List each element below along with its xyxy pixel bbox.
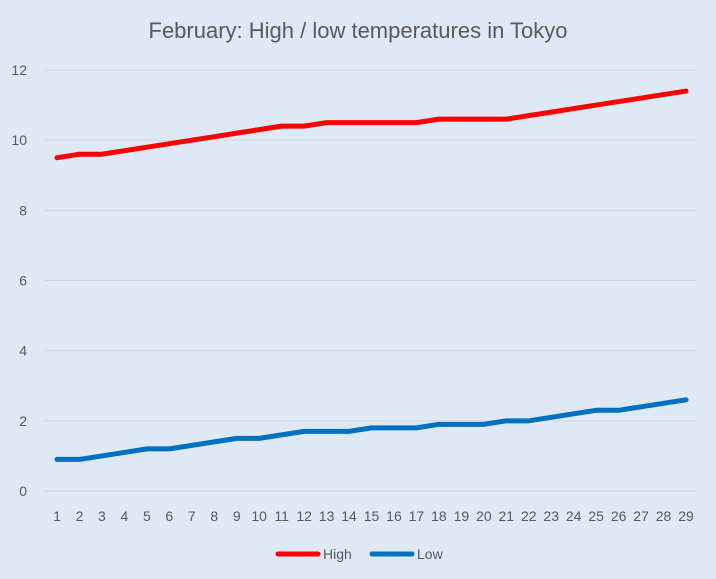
x-tick-label: 18 bbox=[431, 508, 447, 524]
y-tick-label: 10 bbox=[11, 132, 27, 148]
x-tick-label: 21 bbox=[498, 508, 514, 524]
series-line-high bbox=[54, 88, 689, 161]
x-tick-label: 12 bbox=[296, 508, 312, 524]
legend-label-high: High bbox=[323, 546, 352, 562]
x-tick-label: 14 bbox=[341, 508, 357, 524]
chart-title: February: High / low temperatures in Tok… bbox=[149, 18, 568, 43]
x-tick-label: 28 bbox=[656, 508, 672, 524]
y-tick-label: 0 bbox=[19, 483, 27, 499]
x-tick-label: 15 bbox=[364, 508, 380, 524]
x-tick-label: 26 bbox=[611, 508, 627, 524]
x-tick-label: 16 bbox=[386, 508, 402, 524]
x-tick-label: 25 bbox=[588, 508, 604, 524]
y-tick-label: 12 bbox=[11, 62, 27, 78]
x-tick-label: 1 bbox=[53, 508, 61, 524]
x-tick-label: 27 bbox=[633, 508, 649, 524]
y-tick-label: 2 bbox=[19, 413, 27, 429]
x-tick-label: 24 bbox=[566, 508, 582, 524]
x-tick-label: 13 bbox=[319, 508, 335, 524]
series-line-low bbox=[54, 397, 689, 462]
x-tick-label: 8 bbox=[210, 508, 218, 524]
x-tick-label: 23 bbox=[543, 508, 559, 524]
legend-label-low: Low bbox=[417, 546, 444, 562]
x-tick-label: 11 bbox=[274, 508, 289, 524]
x-tick-label: 4 bbox=[120, 508, 128, 524]
x-tick-label: 29 bbox=[678, 508, 694, 524]
y-tick-label: 6 bbox=[19, 273, 27, 289]
x-tick-label: 2 bbox=[76, 508, 84, 524]
x-tick-label: 3 bbox=[98, 508, 106, 524]
x-tick-label: 6 bbox=[165, 508, 173, 524]
x-tick-label: 20 bbox=[476, 508, 492, 524]
y-tick-label: 4 bbox=[19, 343, 27, 359]
x-tick-label: 7 bbox=[188, 508, 196, 524]
x-tick-label: 17 bbox=[409, 508, 425, 524]
x-tick-label: 22 bbox=[521, 508, 537, 524]
x-tick-label: 9 bbox=[233, 508, 241, 524]
y-tick-label: 8 bbox=[19, 202, 27, 218]
x-tick-label: 10 bbox=[251, 508, 267, 524]
x-tick-label: 19 bbox=[454, 508, 470, 524]
x-tick-label: 5 bbox=[143, 508, 151, 524]
